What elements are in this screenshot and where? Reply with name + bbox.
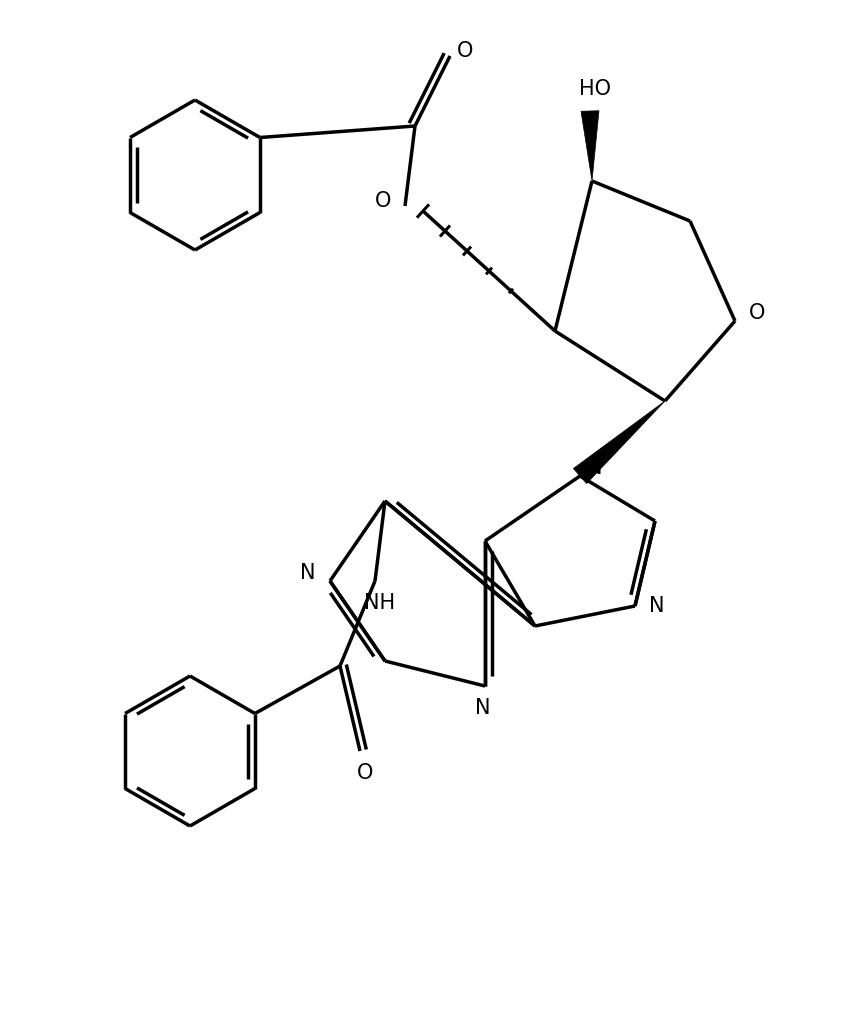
Text: O: O: [749, 303, 765, 323]
Text: O: O: [457, 41, 473, 61]
Polygon shape: [573, 401, 665, 484]
Text: NH: NH: [365, 593, 395, 613]
Text: N: N: [649, 596, 665, 616]
Text: N: N: [475, 698, 491, 718]
Text: O: O: [375, 191, 391, 211]
Text: N: N: [587, 458, 602, 478]
Text: N: N: [300, 563, 316, 583]
Text: HO: HO: [579, 79, 611, 99]
Text: O: O: [357, 763, 373, 783]
Polygon shape: [581, 110, 599, 181]
